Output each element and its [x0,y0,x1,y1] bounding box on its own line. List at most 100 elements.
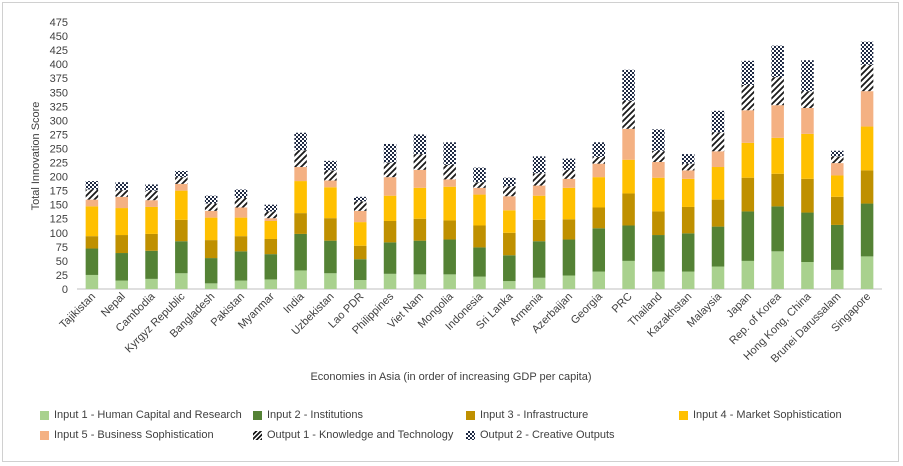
bar-segment-kyrgyz-republic-s3 [175,219,188,242]
bar-segment-kyrgyz-republic-s4 [175,190,188,220]
bar-segment-japan-s4 [741,142,755,178]
bar-segment-bangladesh-s2 [204,258,218,284]
bar-segment-georgia-s7 [592,142,606,157]
bar-segment-hong-kong-china-s2 [801,212,814,263]
bar-segment-armenia-s3 [532,219,546,242]
x-tick-label: Georgia [569,290,606,327]
y-tick-label: 175 [50,186,68,198]
bar-segment-kazakhstan-s7 [681,154,695,164]
bar-segment-pakistan-s1 [234,280,248,289]
bar-segment-indonesia-s6 [473,182,486,188]
bar-segment-tajikistan-s4 [85,206,99,237]
bar-segment-malaysia-s3 [711,199,725,227]
bar-segment-singapore-s6 [860,64,874,92]
bar-segment-pakistan-s7 [234,189,248,198]
y-tick-label: 225 [50,158,68,170]
bar-segment-kazakhstan-s2 [681,233,695,272]
bar-segment-sri-lanka-s7 [503,177,516,187]
y-tick-label: 350 [50,87,68,99]
y-tick-label: 25 [56,270,68,282]
bar-segment-hong-kong-china-s6 [801,91,814,108]
x-tick-label: PRC [610,291,635,316]
bar-segment-india-s5 [294,167,307,182]
bar-segment-rep-of-korea-s5 [771,105,784,138]
bar-segment-japan-s3 [741,177,755,212]
bar-segment-nepal-s2 [115,253,128,281]
bar-segment-mongolia-s5 [443,179,456,187]
bar-segment-nepal-s3 [115,235,128,254]
bar-segment-sri-lanka-s4 [503,210,516,233]
bar-segment-malaysia-s1 [711,266,725,289]
bar-segment-hong-kong-china-s3 [801,178,814,213]
y-tick-label: 300 [50,115,68,127]
bar-segment-prc-s5 [622,128,635,160]
bar-segment-rep-of-korea-s4 [771,137,784,174]
bar-segment-brunei-darussalam-s1 [831,269,844,289]
bar-segment-myanmar-s3 [264,238,278,255]
bar-segment-malaysia-s7 [711,110,725,133]
bar-segment-kazakhstan-s4 [681,178,695,207]
bar-segment-prc-s6 [622,100,635,129]
bar-segment-sri-lanka-s5 [503,196,516,211]
bar-segment-philippines-s2 [383,242,397,274]
y-tick-label: 475 [50,17,68,29]
bar-segment-azerbaijan-s5 [562,178,576,188]
bar-segment-lao-pdr-s2 [353,259,367,281]
bar-segment-cambodia-s6 [145,190,158,201]
bar-segment-japan-s1 [741,260,755,289]
bar-segment-myanmar-s6 [264,211,278,219]
y-tick-label: 125 [50,214,68,226]
bar-segment-lao-pdr-s7 [353,196,367,202]
bar-segment-cambodia-s7 [145,184,158,191]
bar-segment-prc-s3 [622,193,635,226]
bar-segment-philippines-s7 [383,143,397,163]
y-tick-label: 325 [50,101,68,113]
bar-segment-india-s7 [294,132,307,151]
bar-segment-georgia-s2 [592,228,606,272]
bar-segment-lao-pdr-s1 [353,280,367,289]
bar-segment-thailand-s6 [652,150,665,162]
bar-segment-philippines-s6 [383,162,397,178]
bar-segment-bangladesh-s6 [204,203,218,211]
bar-segment-viet-nam-s5 [413,169,427,188]
bar-segment-thailand-s1 [652,271,665,289]
bar-segment-georgia-s5 [592,163,606,178]
bar-segment-georgia-s3 [592,207,606,229]
bar-segment-japan-s7 [741,60,755,85]
x-tick-label: Rep. of Korea [727,290,784,347]
bar-segment-malaysia-s5 [711,151,725,168]
bar-segment-india-s3 [294,213,307,234]
bar-segment-viet-nam-s1 [413,274,427,289]
bar-segment-brunei-darussalam-s7 [831,150,844,157]
bar-segment-azerbaijan-s2 [562,239,576,276]
y-tick-label: 100 [50,228,68,240]
bar-segment-pakistan-s6 [234,197,248,208]
bar-segment-myanmar-s1 [264,279,278,289]
y-tick-label: 450 [50,31,68,43]
bar-segment-mongolia-s4 [443,186,456,221]
bar-segment-philippines-s1 [383,273,397,289]
bar-segment-kazakhstan-s3 [681,206,695,234]
y-tick-label: 425 [50,45,68,57]
bar-segment-kyrgyz-republic-s7 [175,170,188,178]
bar-segment-viet-nam-s7 [413,134,427,155]
bar-segment-japan-s6 [741,84,755,111]
bar-segment-uzbekistan-s3 [324,218,337,241]
bar-segment-armenia-s1 [532,277,546,289]
bar-segment-pakistan-s5 [234,207,248,218]
bar-segment-armenia-s5 [532,185,546,196]
bar-segment-kazakhstan-s5 [681,170,695,179]
bar-segment-indonesia-s2 [473,247,486,277]
bar-segment-thailand-s4 [652,177,665,212]
bar-segment-philippines-s3 [383,220,397,243]
bar-segment-brunei-darussalam-s3 [831,196,844,225]
bar-segment-pakistan-s3 [234,236,248,252]
bar-segment-singapore-s7 [860,41,874,65]
bar-segment-lao-pdr-s4 [353,222,367,246]
bar-segment-georgia-s1 [592,271,606,289]
bar-segment-uzbekistan-s5 [324,180,337,188]
bar-segment-rep-of-korea-s2 [771,206,784,252]
bar-segment-rep-of-korea-s6 [771,77,784,106]
bar-segment-sri-lanka-s1 [503,281,516,289]
